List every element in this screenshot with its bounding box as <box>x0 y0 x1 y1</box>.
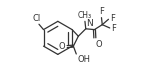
Text: O: O <box>95 40 102 49</box>
Text: O: O <box>59 42 65 51</box>
Text: OH: OH <box>78 55 91 64</box>
Text: F: F <box>99 7 104 16</box>
Text: N: N <box>86 19 93 28</box>
Text: F: F <box>110 14 115 23</box>
Text: CH₃: CH₃ <box>78 10 92 19</box>
Text: F: F <box>111 24 116 33</box>
Text: Cl: Cl <box>33 14 41 23</box>
